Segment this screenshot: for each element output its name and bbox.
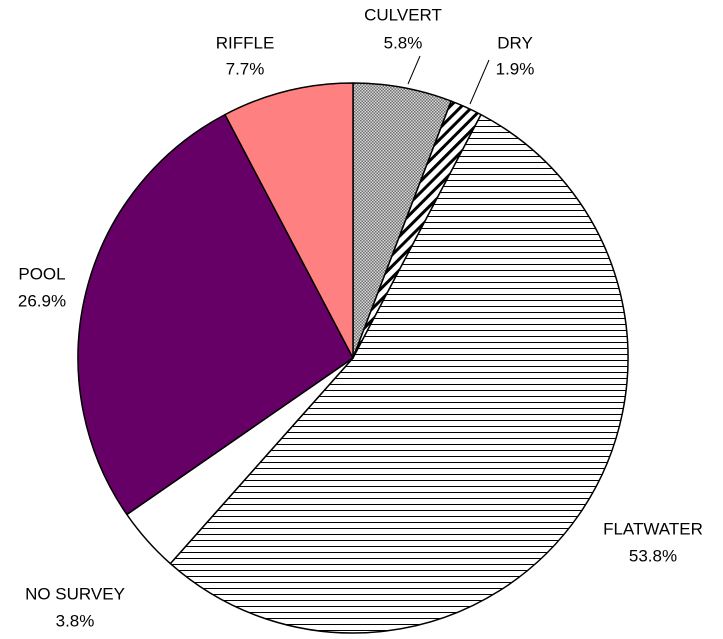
slice-value-label: 3.8% xyxy=(56,611,95,630)
slice-label: POOL xyxy=(18,264,65,283)
slice-label: NO SURVEY xyxy=(25,584,125,603)
pie-slice xyxy=(224,82,354,359)
leader-line xyxy=(469,59,490,105)
slice-value-label: 7.7% xyxy=(226,59,265,78)
slice-value-label: 26.9% xyxy=(18,291,66,310)
pie-slice xyxy=(169,113,629,634)
slice-label: FLATWATER xyxy=(603,519,703,538)
slice-label: RIFFLE xyxy=(216,33,275,52)
pie-slice xyxy=(77,113,354,516)
slice-value-label: 1.9% xyxy=(496,59,535,78)
leader-line xyxy=(407,55,421,85)
slice-label: CULVERT xyxy=(364,5,442,24)
slice-label: DRY xyxy=(497,33,533,52)
slice-value-label: 53.8% xyxy=(629,546,677,565)
slice-value-label: 5.8% xyxy=(384,33,423,52)
